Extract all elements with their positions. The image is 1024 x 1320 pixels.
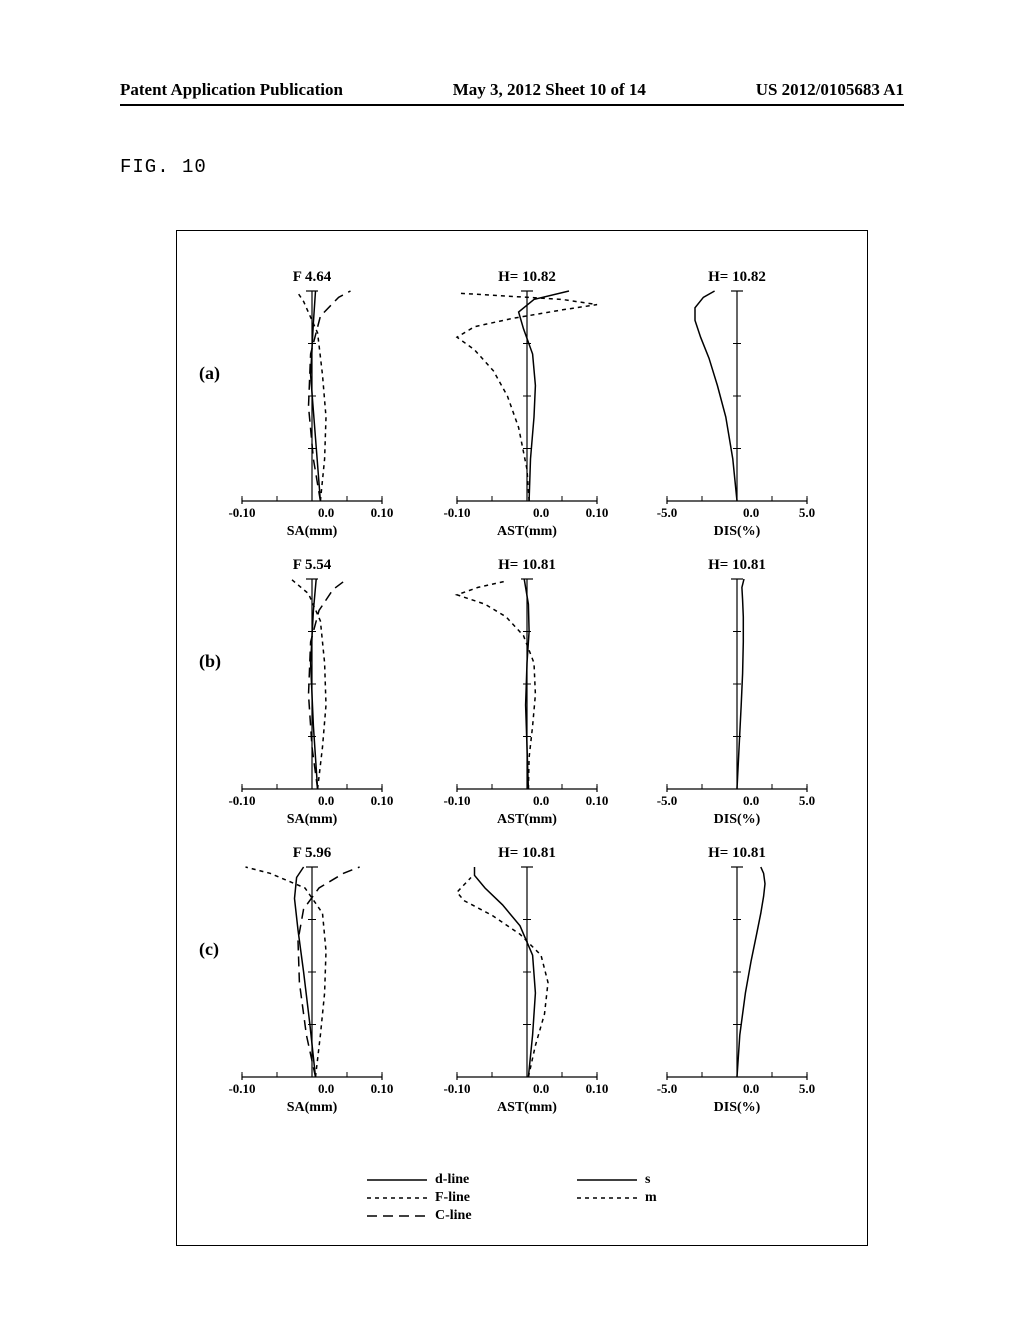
figure-frame: (a) (b) (c) F 4.64-0.100.00.10SA(mm)H= 1… (176, 230, 868, 1246)
svg-text:AST(mm): AST(mm) (497, 1100, 557, 1115)
legend-m-line: m (577, 1189, 657, 1207)
legend-s-line: s (577, 1171, 657, 1189)
svg-text:-0.10: -0.10 (228, 793, 255, 808)
svg-text:0.0: 0.0 (533, 505, 549, 520)
aberration-plots: F 4.64 -0.10 0.0 0.10 SA(mm) H= 10.82 -0.10 0.0… (177, 261, 867, 1161)
header-left: Patent Application Publication (120, 80, 343, 100)
header-right: US 2012/0105683 A1 (756, 80, 904, 100)
long-dash-line-icon (367, 1210, 427, 1222)
header-center: May 3, 2012 Sheet 10 of 14 (453, 80, 646, 100)
svg-text:-5.0: -5.0 (657, 1081, 678, 1096)
header-rule (120, 104, 904, 106)
solid-line-icon (577, 1174, 637, 1186)
svg-text:0.0: 0.0 (533, 1081, 549, 1096)
page: Patent Application Publication May 3, 20… (0, 0, 1024, 1320)
svg-text:0.0: 0.0 (318, 1081, 334, 1096)
svg-text:-5.0: -5.0 (657, 793, 678, 808)
svg-text:SA(mm): SA(mm) (287, 812, 338, 827)
svg-text:0.10: 0.10 (371, 793, 394, 808)
svg-text:F 4.64: F 4.64 (293, 269, 332, 285)
svg-text:0.10: 0.10 (586, 793, 609, 808)
legend-sa: d-line F-line C-line (367, 1171, 472, 1225)
svg-text:0.10: 0.10 (371, 505, 394, 520)
svg-text:0.0: 0.0 (318, 505, 334, 520)
svg-text:DIS(%): DIS(%) (714, 524, 761, 539)
short-dash-line-icon (577, 1192, 637, 1204)
svg-text:5.0: 5.0 (799, 1081, 815, 1096)
legend-f-line: F-line (367, 1189, 472, 1207)
svg-text:5.0: 5.0 (799, 505, 815, 520)
figure-label: FIG. 10 (120, 156, 207, 178)
svg-text:H= 10.81: H= 10.81 (498, 557, 556, 573)
svg-text:SA(mm): SA(mm) (287, 1100, 338, 1115)
short-dash-line-icon (367, 1192, 427, 1204)
legend-label: F-line (435, 1190, 470, 1206)
svg-text:-0.10: -0.10 (228, 1081, 255, 1096)
svg-text:0.10: 0.10 (586, 505, 609, 520)
svg-text:H= 10.81: H= 10.81 (708, 557, 766, 573)
svg-text:-0.10: -0.10 (443, 793, 470, 808)
solid-line-icon (367, 1174, 427, 1186)
svg-text:SA(mm): SA(mm) (287, 524, 338, 539)
svg-text:0.0: 0.0 (743, 793, 759, 808)
svg-text:H= 10.82: H= 10.82 (498, 269, 556, 285)
legend-label: C-line (435, 1208, 472, 1224)
svg-text:DIS(%): DIS(%) (714, 1100, 761, 1115)
svg-text:-0.10: -0.10 (443, 505, 470, 520)
svg-text:0.0: 0.0 (743, 1081, 759, 1096)
svg-text:F 5.54: F 5.54 (293, 557, 332, 573)
svg-text:H= 10.82: H= 10.82 (708, 269, 766, 285)
svg-text:0.0: 0.0 (318, 793, 334, 808)
svg-text:AST(mm): AST(mm) (497, 812, 557, 827)
svg-text:5.0: 5.0 (799, 793, 815, 808)
svg-text:-0.10: -0.10 (443, 1081, 470, 1096)
svg-text:F 5.96: F 5.96 (293, 845, 332, 861)
legend-label: d-line (435, 1172, 469, 1188)
svg-text:0.0: 0.0 (743, 505, 759, 520)
svg-text:0.10: 0.10 (371, 1081, 394, 1096)
page-header: Patent Application Publication May 3, 20… (0, 80, 1024, 100)
legend-d-line: d-line (367, 1171, 472, 1189)
svg-text:DIS(%): DIS(%) (714, 812, 761, 827)
svg-text:0.0: 0.0 (533, 793, 549, 808)
legend-label: m (645, 1190, 657, 1206)
svg-text:0.10: 0.10 (586, 1081, 609, 1096)
legend-ast: s m (577, 1171, 657, 1207)
svg-text:H= 10.81: H= 10.81 (498, 845, 556, 861)
legend-label: s (645, 1172, 650, 1188)
svg-text:AST(mm): AST(mm) (497, 524, 557, 539)
svg-text:-5.0: -5.0 (657, 505, 678, 520)
svg-text:-0.10: -0.10 (228, 505, 255, 520)
legend-c-line: C-line (367, 1207, 472, 1225)
svg-text:H= 10.81: H= 10.81 (708, 845, 766, 861)
